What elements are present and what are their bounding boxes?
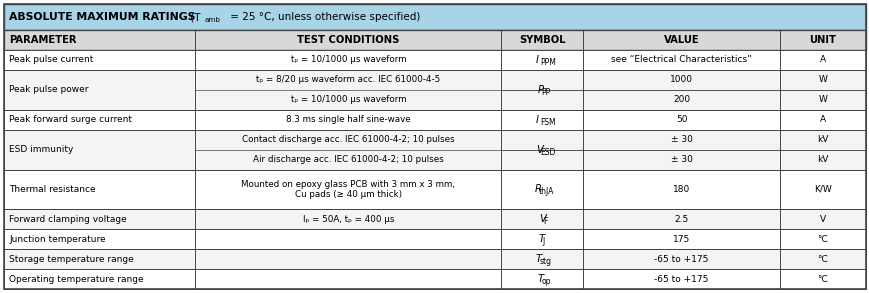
Text: T: T	[538, 234, 544, 244]
Text: J: J	[542, 237, 545, 246]
Text: 180: 180	[672, 185, 689, 194]
Text: 1000: 1000	[669, 75, 693, 84]
Text: W: W	[818, 75, 826, 84]
Text: amb: amb	[205, 18, 221, 23]
Text: thJA: thJA	[538, 188, 554, 196]
Bar	[4, 50, 865, 70]
Text: -65 to +175: -65 to +175	[653, 275, 708, 284]
Text: -65 to +175: -65 to +175	[653, 255, 708, 264]
Text: tₚ = 10/1000 µs waveform: tₚ = 10/1000 µs waveform	[290, 95, 406, 104]
Text: ± 30: ± 30	[670, 155, 692, 164]
Text: Air discharge acc. IEC 61000-4-2; 10 pulses: Air discharge acc. IEC 61000-4-2; 10 pul…	[253, 155, 443, 164]
Bar	[4, 269, 865, 289]
Text: tₚ = 10/1000 µs waveform: tₚ = 10/1000 µs waveform	[290, 55, 406, 64]
Bar	[4, 209, 865, 229]
Bar	[4, 110, 865, 130]
Text: Peak pulse power: Peak pulse power	[9, 85, 89, 94]
Text: Junction temperature: Junction temperature	[9, 235, 105, 244]
Bar	[4, 249, 865, 269]
Text: ABSOLUTE MAXIMUM RATINGS: ABSOLUTE MAXIMUM RATINGS	[9, 12, 196, 22]
Text: SYMBOL: SYMBOL	[519, 35, 565, 45]
Text: 175: 175	[672, 235, 689, 244]
Text: T: T	[537, 274, 543, 284]
Text: K/W: K/W	[813, 185, 831, 194]
Text: see “Electrical Characteristics”: see “Electrical Characteristics”	[610, 55, 751, 64]
Text: = 25 °C, unless otherwise specified): = 25 °C, unless otherwise specified)	[227, 12, 420, 22]
Text: tₚ = 8/20 µs waveform acc. IEC 61000-4-5: tₚ = 8/20 µs waveform acc. IEC 61000-4-5	[256, 75, 440, 84]
Text: 200: 200	[673, 95, 689, 104]
Text: R: R	[534, 184, 541, 195]
Text: ± 30: ± 30	[670, 135, 692, 144]
Text: VALUE: VALUE	[663, 35, 699, 45]
Text: °C: °C	[817, 275, 827, 284]
Text: TEST CONDITIONS: TEST CONDITIONS	[297, 35, 399, 45]
Text: Peak forward surge current: Peak forward surge current	[9, 115, 132, 124]
Text: ESD immunity: ESD immunity	[9, 145, 73, 154]
Text: 2.5: 2.5	[673, 215, 688, 224]
Bar	[4, 4, 865, 30]
Text: Forward clamping voltage: Forward clamping voltage	[9, 215, 127, 224]
Text: PP: PP	[541, 88, 550, 97]
Text: Thermal resistance: Thermal resistance	[9, 185, 96, 194]
Text: I: I	[535, 55, 539, 65]
Bar	[4, 130, 865, 169]
Text: Iₚ = 50A, tₚ = 400 µs: Iₚ = 50A, tₚ = 400 µs	[302, 215, 394, 224]
Text: FSM: FSM	[540, 118, 555, 127]
Bar	[4, 229, 865, 249]
Text: UNIT: UNIT	[808, 35, 835, 45]
Text: ESD: ESD	[540, 148, 554, 156]
Text: PARAMETER: PARAMETER	[9, 35, 76, 45]
Text: V: V	[538, 214, 545, 224]
Text: °C: °C	[817, 255, 827, 264]
Text: PPM: PPM	[540, 58, 555, 67]
Text: Mounted on epoxy glass PCB with 3 mm x 3 mm,
Cu pads (≥ 40 µm thick): Mounted on epoxy glass PCB with 3 mm x 3…	[241, 180, 454, 199]
Text: F: F	[542, 217, 547, 226]
Text: 8.3 ms single half sine-wave: 8.3 ms single half sine-wave	[286, 115, 410, 124]
Text: Contact discharge acc. IEC 61000-4-2; 10 pulses: Contact discharge acc. IEC 61000-4-2; 10…	[242, 135, 454, 144]
Text: 50: 50	[675, 115, 687, 124]
Text: W: W	[818, 95, 826, 104]
Text: Operating temperature range: Operating temperature range	[9, 275, 143, 284]
Text: Peak pulse current: Peak pulse current	[9, 55, 93, 64]
Text: (T: (T	[187, 12, 200, 22]
Text: Storage temperature range: Storage temperature range	[9, 255, 134, 264]
Text: op: op	[541, 277, 550, 286]
Text: A: A	[819, 55, 825, 64]
Text: °C: °C	[817, 235, 827, 244]
Text: I: I	[535, 115, 539, 125]
Text: T: T	[535, 254, 541, 264]
Bar	[4, 169, 865, 209]
Text: V: V	[819, 215, 825, 224]
Text: kV: kV	[816, 135, 827, 144]
Text: A: A	[819, 115, 825, 124]
Text: kV: kV	[816, 155, 827, 164]
Bar	[4, 70, 865, 110]
Bar	[4, 30, 865, 50]
Text: P: P	[537, 85, 543, 95]
Text: stg: stg	[540, 257, 551, 266]
Text: V: V	[535, 144, 542, 155]
